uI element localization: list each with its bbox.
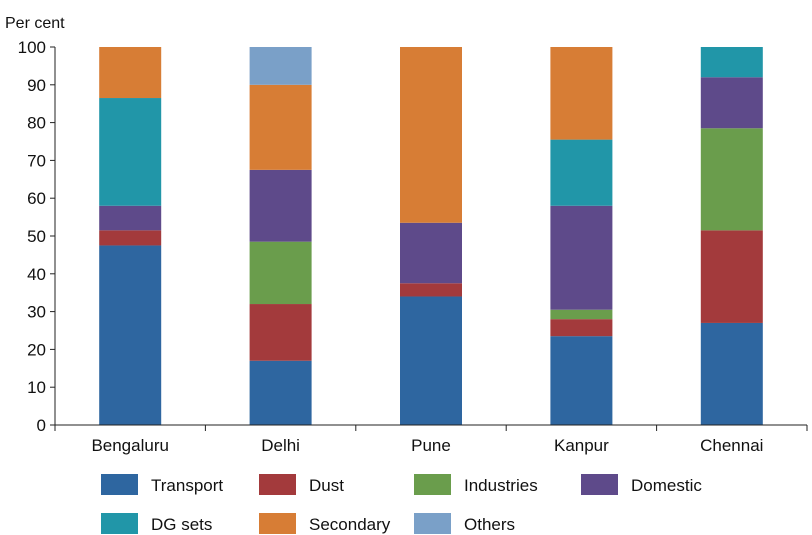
legend-swatch (101, 474, 138, 495)
y-tick-label: 20 (27, 340, 46, 359)
bar-segment (400, 222, 462, 284)
bar-segment (550, 205, 613, 310)
legend-label: Others (464, 515, 515, 534)
legend-label: DG sets (151, 515, 212, 534)
legend-swatch (259, 474, 296, 495)
y-tick-label: 50 (27, 227, 46, 246)
y-tick-label: 0 (37, 416, 46, 435)
bar-segment (249, 169, 312, 242)
bar-segment (400, 296, 462, 425)
x-tick-label: Bengaluru (91, 436, 169, 455)
bar-segment (700, 77, 763, 129)
bar-segment (550, 309, 613, 320)
bar-segment (99, 230, 162, 246)
y-tick-label: 90 (27, 76, 46, 95)
y-tick-label: 10 (27, 378, 46, 397)
bar-segment (99, 245, 162, 425)
bar-segment (400, 283, 462, 297)
x-tick-label: Chennai (700, 436, 763, 455)
bar-segment (249, 304, 312, 361)
bar-segment (700, 230, 763, 323)
bar-segment (550, 336, 613, 425)
legend-swatch (414, 474, 451, 495)
legend-swatch (414, 513, 451, 534)
x-tick-label: Delhi (261, 436, 300, 455)
bar-segment (700, 128, 763, 231)
legend-swatch (259, 513, 296, 534)
bar-segment (700, 47, 763, 78)
y-tick-label: 40 (27, 265, 46, 284)
legend-swatch (101, 513, 138, 534)
bar-segment (99, 205, 162, 231)
bar-segment (550, 139, 613, 206)
bar-segment (99, 98, 162, 206)
y-axis: 0 10 20 30 40 50 60 70 80 90 100 (18, 38, 56, 435)
legend-label: Industries (464, 476, 538, 495)
y-tick-label: 100 (18, 38, 46, 57)
legend-label: Transport (151, 476, 223, 495)
x-tick-label: Kanpur (554, 436, 609, 455)
legend-label: Domestic (631, 476, 702, 495)
bar-segment (700, 322, 763, 425)
bars (99, 47, 763, 425)
y-tick-label: 80 (27, 114, 46, 133)
legend-label: Dust (309, 476, 344, 495)
legend-swatch (581, 474, 618, 495)
y-tick-label: 60 (27, 189, 46, 208)
bar-segment (400, 47, 462, 223)
bar-segment (249, 241, 312, 305)
bar-segment (249, 360, 312, 425)
x-tick-label: Pune (411, 436, 451, 455)
y-tick-label: 70 (27, 151, 46, 170)
bar-segment (99, 47, 162, 99)
bar-segment (550, 47, 613, 140)
legend-label: Secondary (309, 515, 391, 534)
bar-segment (249, 47, 312, 85)
y-axis-label: Per cent (5, 15, 65, 32)
y-tick-label: 30 (27, 303, 46, 322)
x-axis: Bengaluru Delhi Pune Kanpur Chennai (54, 424, 808, 455)
legend: Transport Dust Industries Domestic DG sets Se… (101, 474, 702, 534)
bar-segment (249, 84, 312, 170)
bar-segment (550, 319, 613, 337)
